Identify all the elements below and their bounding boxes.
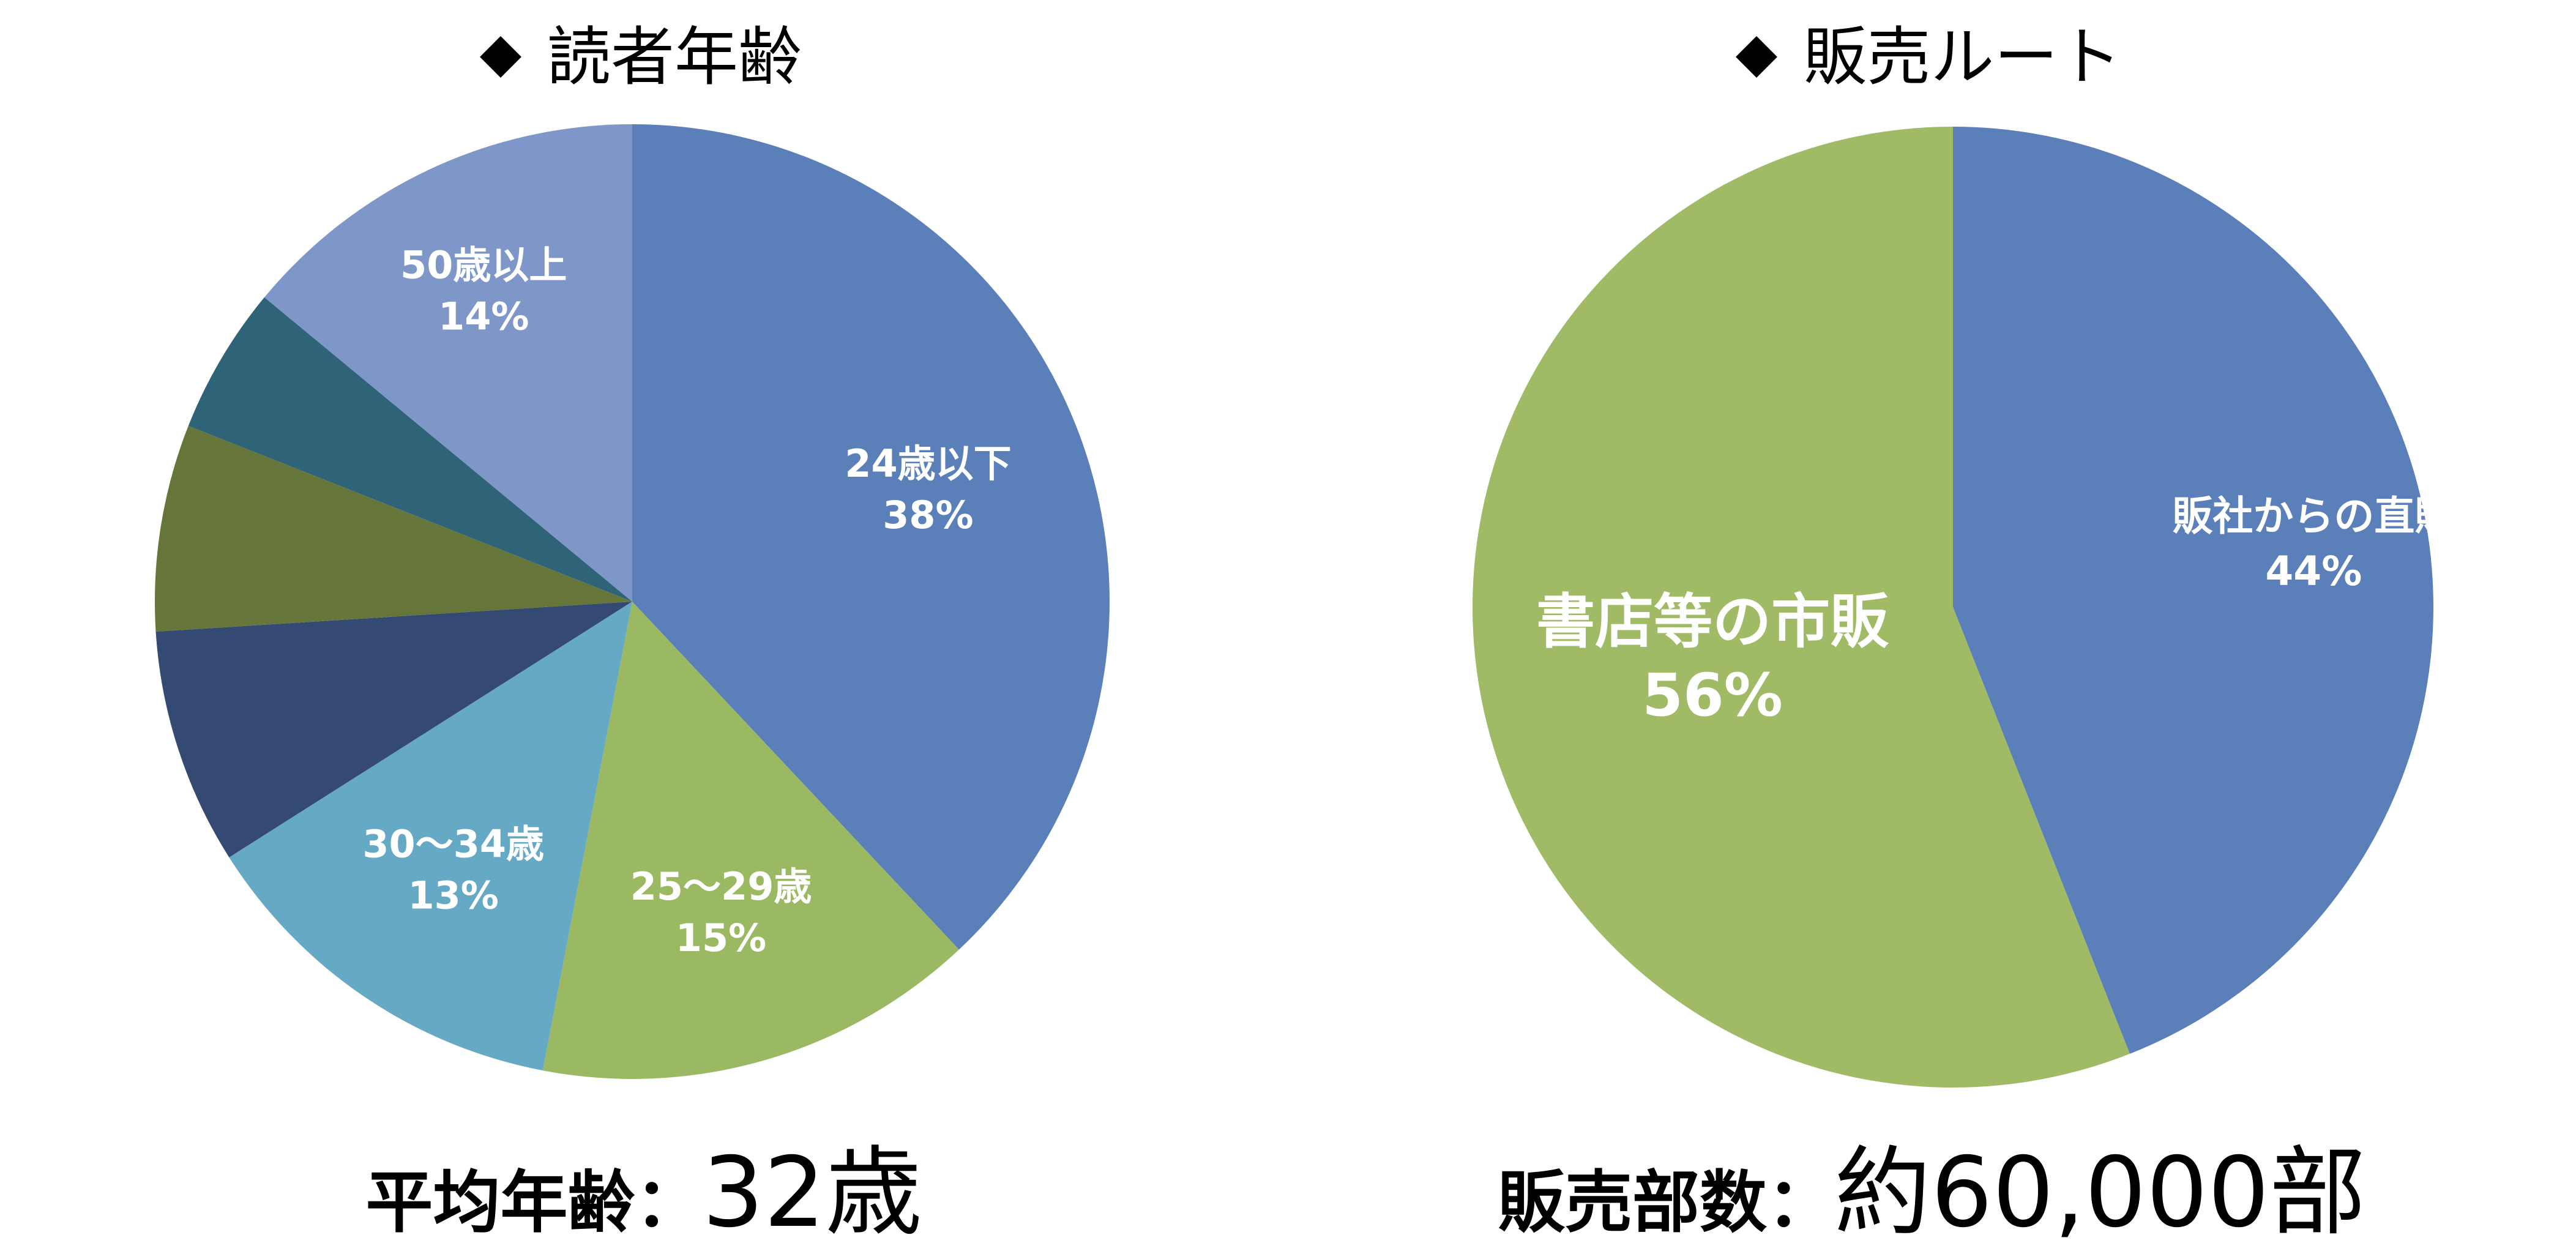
sales-count-label: 販売部数：: [1498, 1163, 1835, 1242]
slice-label-0-0: 24歳以下: [845, 441, 1011, 486]
reader-age-pie-chart: 24歳以下 38% 25〜29歳 15% 30〜34歳 13% 50歳以上 14%: [155, 124, 1110, 1079]
sales-route-panel: 販売ルート 販社からの直販 44% 書店等の市販 56% 販売部数：約60,000部: [1288, 0, 2576, 1249]
sales-count-value: 約60,000部: [1834, 1136, 2366, 1249]
slice-pct-0-0: 38%: [883, 493, 973, 537]
pie-slice-1-1: [1473, 127, 2130, 1088]
slice-label-0-6: 50歳以上: [400, 243, 567, 288]
average-age-label: 平均年齢：: [365, 1163, 703, 1242]
pie-slice-0-4: [155, 425, 633, 632]
reader-age-title: 読者年齢: [0, 17, 1288, 97]
pie-slice-0-3: [155, 602, 632, 857]
pie-slice-0-0: [632, 124, 1110, 950]
pie-slice-0-5: [188, 297, 632, 602]
average-age-value: 32歳: [702, 1136, 922, 1249]
pie-slice-0-2: [229, 602, 633, 1071]
slice-label-0-2: 30〜34歳: [362, 821, 544, 866]
pie-slice-1-0: [1953, 127, 2433, 1054]
slice-label-0-1: 25〜29歳: [630, 864, 812, 909]
sales-route-title: 販売ルート: [1288, 17, 2576, 97]
reader-age-title-text: 読者年齢: [547, 20, 802, 94]
reader-age-panel: 読者年齢 24歳以下 38% 25〜29歳 15% 30〜34歳 13% 50歳以上 14% …: [0, 0, 1288, 1249]
sales-route-title-text: 販売ルート: [1803, 20, 2122, 94]
slice-pct-0-1: 15%: [676, 916, 766, 960]
pie-slice-0-1: [542, 602, 959, 1079]
slice-label-1-0: 販社からの直販: [2172, 493, 2455, 540]
average-age-footer: 平均年齢：32歳: [0, 1114, 1288, 1254]
slice-pct-1-0: 44%: [2265, 548, 2362, 595]
pie-slice-0-6: [264, 124, 633, 602]
slice-pct-0-6: 14%: [438, 294, 529, 339]
slice-label-1-1: 書店等の市販: [1536, 588, 1889, 656]
slice-pct-1-1: 56%: [1642, 661, 1783, 730]
sales-count-footer: 販売部数：約60,000部: [1288, 1114, 2576, 1254]
slice-pct-0-2: 13%: [408, 873, 499, 917]
